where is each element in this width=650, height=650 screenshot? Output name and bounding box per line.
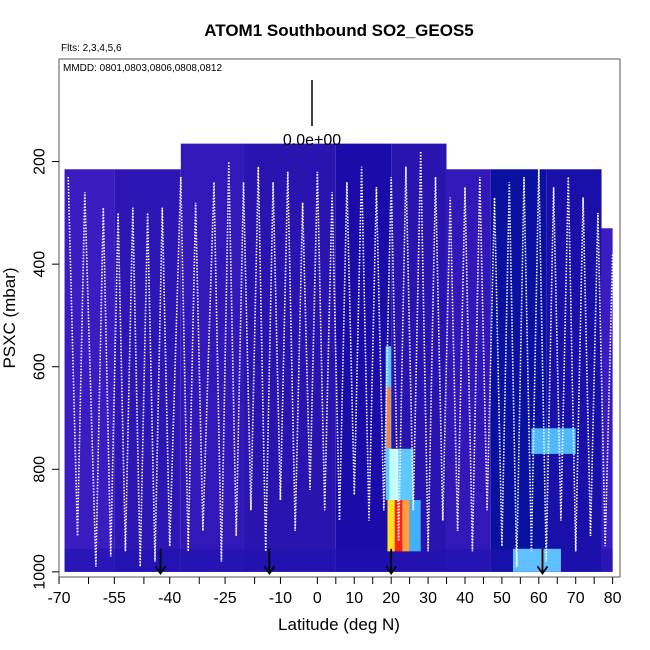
curtain-segment xyxy=(243,143,336,572)
x-tick-label: 70 xyxy=(567,590,585,607)
x-tick-label: 60 xyxy=(530,590,548,607)
x-axis-label: Latitude (deg N) xyxy=(278,615,400,634)
x-tick-label: -70 xyxy=(47,590,70,607)
descent-arrow-head xyxy=(536,565,549,575)
x-tick-label: -40 xyxy=(158,590,181,607)
scale-label: 0.0e+00 xyxy=(283,132,341,149)
dates-label: MMDD: 0801,0803,0806,0808,0812 xyxy=(63,63,222,74)
highlight-cell xyxy=(409,500,421,552)
chart-title: ATOM1 Southbound SO2_GEOS5 xyxy=(204,21,474,40)
highlight-cell xyxy=(387,500,395,552)
flights-label: Flts: 2,3,4,5,6 xyxy=(61,43,122,54)
x-tick-label: 30 xyxy=(419,590,437,607)
y-tick-label: 600 xyxy=(32,353,49,380)
y-axis-label: PSXC (mbar) xyxy=(0,267,19,368)
flight-track xyxy=(67,151,614,567)
x-tick-label: 40 xyxy=(456,590,474,607)
y-tick-label: 200 xyxy=(32,148,49,175)
x-tick-label: 20 xyxy=(382,590,400,607)
x-tick-label: -55 xyxy=(103,590,126,607)
highlight-cell xyxy=(512,548,561,572)
curtain-segment xyxy=(335,143,392,572)
curtain-segment xyxy=(490,169,547,572)
highlight-cell xyxy=(398,448,414,501)
highlight-cell xyxy=(386,387,391,449)
plot-area xyxy=(64,143,614,575)
y-tick-label: 400 xyxy=(32,251,49,278)
x-tick-label: 0 xyxy=(313,590,322,607)
x-tick-label: 50 xyxy=(493,590,511,607)
curtain-segment xyxy=(601,228,613,572)
highlight-cell xyxy=(531,428,576,454)
highlight-cell xyxy=(394,500,403,552)
x-axis: -70 -55 -40 -25 -10 0 10 20 30 40 50 60 70 80 xyxy=(47,577,622,607)
x-tick-label: 10 xyxy=(345,590,363,607)
y-axis: 200 400 600 800 1000 xyxy=(32,148,59,590)
plot-frame xyxy=(58,58,621,578)
descent-arrow-head xyxy=(263,565,276,575)
surface-band xyxy=(64,548,613,572)
x-tick-label: 80 xyxy=(604,590,622,607)
descent-arrow-head xyxy=(385,565,397,575)
y-tick-label: 1000 xyxy=(32,554,49,590)
descent-arrow-head xyxy=(154,565,167,575)
x-tick-label: -10 xyxy=(269,590,292,607)
highlight-cell xyxy=(402,500,410,552)
y-tick-label: 800 xyxy=(32,456,49,483)
highlight-cell xyxy=(389,448,399,501)
curtain-segment xyxy=(114,169,181,572)
curtain-segment xyxy=(180,143,244,572)
x-tick-label: -25 xyxy=(214,590,237,607)
